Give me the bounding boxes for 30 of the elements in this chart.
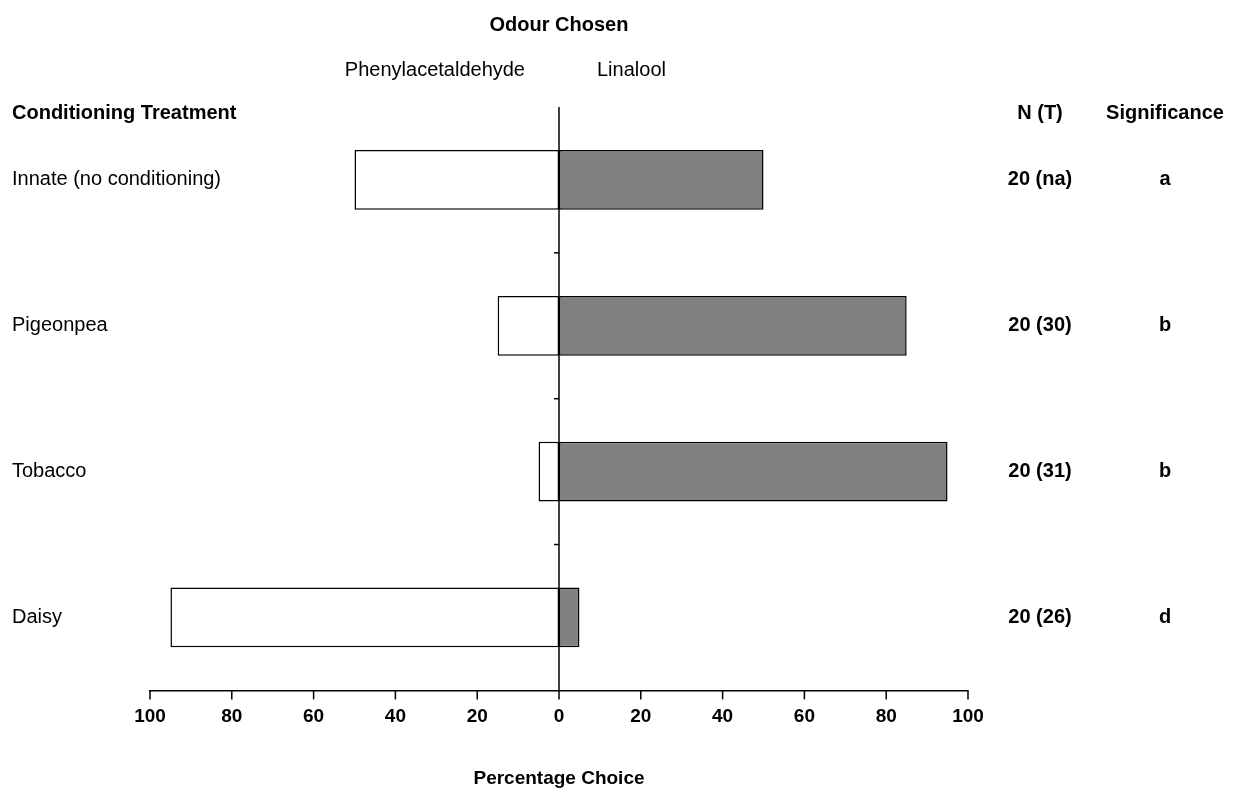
text: Significance [1106,100,1224,123]
text: d [1158,604,1172,627]
x-tick-label: 100 [952,705,984,727]
x-tick-label: 40 [712,705,734,727]
x-tick-label: 40 [384,705,406,727]
text: Linalool [597,57,666,80]
y-tick-label: Pigeonpea [12,313,109,336]
text: Phenylacetaldehyde [344,57,525,80]
x-axis-title: Percentage Choice [473,766,645,788]
text: b [1158,313,1172,336]
text: 20 (30) [1008,313,1072,336]
y-tick-label: Daisy [12,604,63,627]
y-tick-label: Innate (no conditioning) [12,167,222,190]
x-tick-label: 20 [630,705,652,727]
x-tick-label: 80 [221,705,243,727]
text: 20 (31) [1008,459,1072,482]
x-tick-label: 100 [134,705,166,727]
x-tick-label: 60 [303,705,325,727]
x-tick-label: 80 [875,705,897,727]
text: N (T) [1017,100,1063,123]
x-tick-label: 20 [466,705,488,727]
text: 20 (na) [1007,167,1073,190]
chart-title: Odour Chosen [489,12,629,35]
x-tick-label: 0 [553,705,565,727]
y-tick-label: Tobacco [12,459,87,482]
text: b [1158,459,1172,482]
x-tick-label: 60 [793,705,815,727]
text: a [1159,167,1172,190]
text: 20 (26) [1008,604,1072,627]
y-axis-title: Conditioning Treatment [12,100,237,123]
